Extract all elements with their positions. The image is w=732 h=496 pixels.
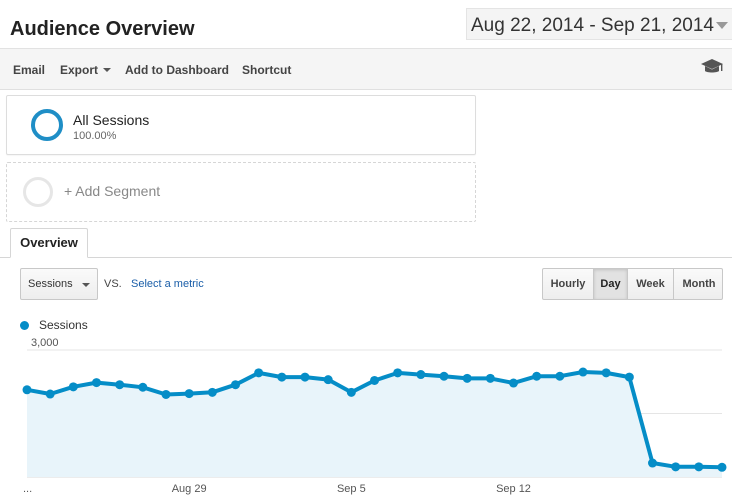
- add-segment-button[interactable]: + Add Segment: [6, 162, 476, 222]
- report-toolbar: Email Export Add to Dashboard Shortcut: [0, 49, 732, 90]
- data-point: [92, 378, 101, 388]
- data-point: [648, 458, 657, 468]
- data-point: [161, 389, 171, 399]
- caret-down-icon: [82, 283, 90, 287]
- data-point: [509, 378, 518, 388]
- data-point: [115, 380, 125, 390]
- data-point: [138, 382, 148, 392]
- data-point: [694, 462, 704, 472]
- page-title: Audience Overview: [10, 18, 195, 40]
- data-point: [717, 462, 727, 472]
- data-point: [485, 373, 495, 383]
- data-point: [416, 370, 426, 380]
- data-point: [300, 372, 310, 382]
- caret-down-icon: [103, 68, 112, 72]
- legend-sessions-label: Sessions: [39, 318, 88, 332]
- export-button[interactable]: Export: [60, 63, 112, 77]
- segment-ring-icon: [31, 109, 63, 141]
- data-point: [601, 368, 611, 378]
- data-point: [68, 382, 78, 392]
- date-range-picker[interactable]: Aug 22, 2014 - Sep 21, 2014: [466, 8, 732, 40]
- data-point: [370, 375, 379, 385]
- y-tick-label: 3,000: [31, 337, 59, 349]
- segment-name: All Sessions: [73, 112, 150, 128]
- granularity-toggle: Hourly Day Week Month: [542, 268, 723, 300]
- data-point: [393, 368, 403, 378]
- export-label: Export: [60, 63, 99, 77]
- select-metric-link[interactable]: Select a metric: [131, 278, 204, 290]
- chevron-down-icon: [716, 22, 728, 29]
- x-tick-label: Sep 12: [496, 483, 531, 495]
- x-tick-label: Sep 5: [337, 483, 366, 495]
- add-segment-label: + Add Segment: [64, 183, 161, 199]
- data-point: [439, 371, 449, 381]
- series-area: [27, 372, 722, 477]
- metric-select-value: Sessions: [28, 278, 73, 290]
- data-point: [22, 385, 32, 395]
- data-point: [277, 372, 287, 382]
- data-point: [555, 371, 565, 381]
- tabs-divider: [0, 257, 732, 258]
- metric-select[interactable]: Sessions: [20, 268, 98, 300]
- data-point: [254, 368, 264, 378]
- data-point: [346, 387, 356, 397]
- data-point: [578, 367, 588, 377]
- date-range-label: Aug 22, 2014 - Sep 21, 2014: [471, 15, 714, 36]
- graduation-cap-icon[interactable]: [700, 57, 724, 77]
- granularity-day-button[interactable]: Day: [594, 269, 628, 299]
- data-point: [45, 389, 55, 399]
- x-tick-label: ...: [23, 483, 32, 495]
- granularity-week-button[interactable]: Week: [628, 269, 674, 299]
- vs-label: VS.: [104, 278, 122, 290]
- segment-all-sessions[interactable]: All Sessions 100.00%: [6, 95, 476, 155]
- segment-percent: 100.00%: [73, 130, 117, 142]
- tab-overview[interactable]: Overview: [10, 228, 88, 258]
- granularity-hourly-button[interactable]: Hourly: [543, 269, 594, 299]
- granularity-month-button[interactable]: Month: [682, 278, 716, 290]
- data-point: [184, 389, 194, 399]
- data-point: [532, 371, 542, 381]
- data-point: [462, 373, 472, 383]
- add-to-dashboard-button[interactable]: Add to Dashboard: [125, 63, 229, 77]
- empty-ring-icon: [23, 177, 53, 207]
- data-point: [231, 380, 240, 390]
- data-point: [207, 387, 217, 397]
- legend-sessions-dot: [20, 321, 29, 330]
- x-tick-label: Aug 29: [172, 483, 207, 495]
- data-point: [323, 375, 333, 385]
- email-button[interactable]: Email: [13, 63, 46, 77]
- data-point: [624, 372, 634, 382]
- page-header: Audience Overview Aug 22, 2014 - Sep 21,…: [0, 0, 732, 49]
- data-point: [671, 462, 681, 472]
- shortcut-button[interactable]: Shortcut: [242, 63, 292, 77]
